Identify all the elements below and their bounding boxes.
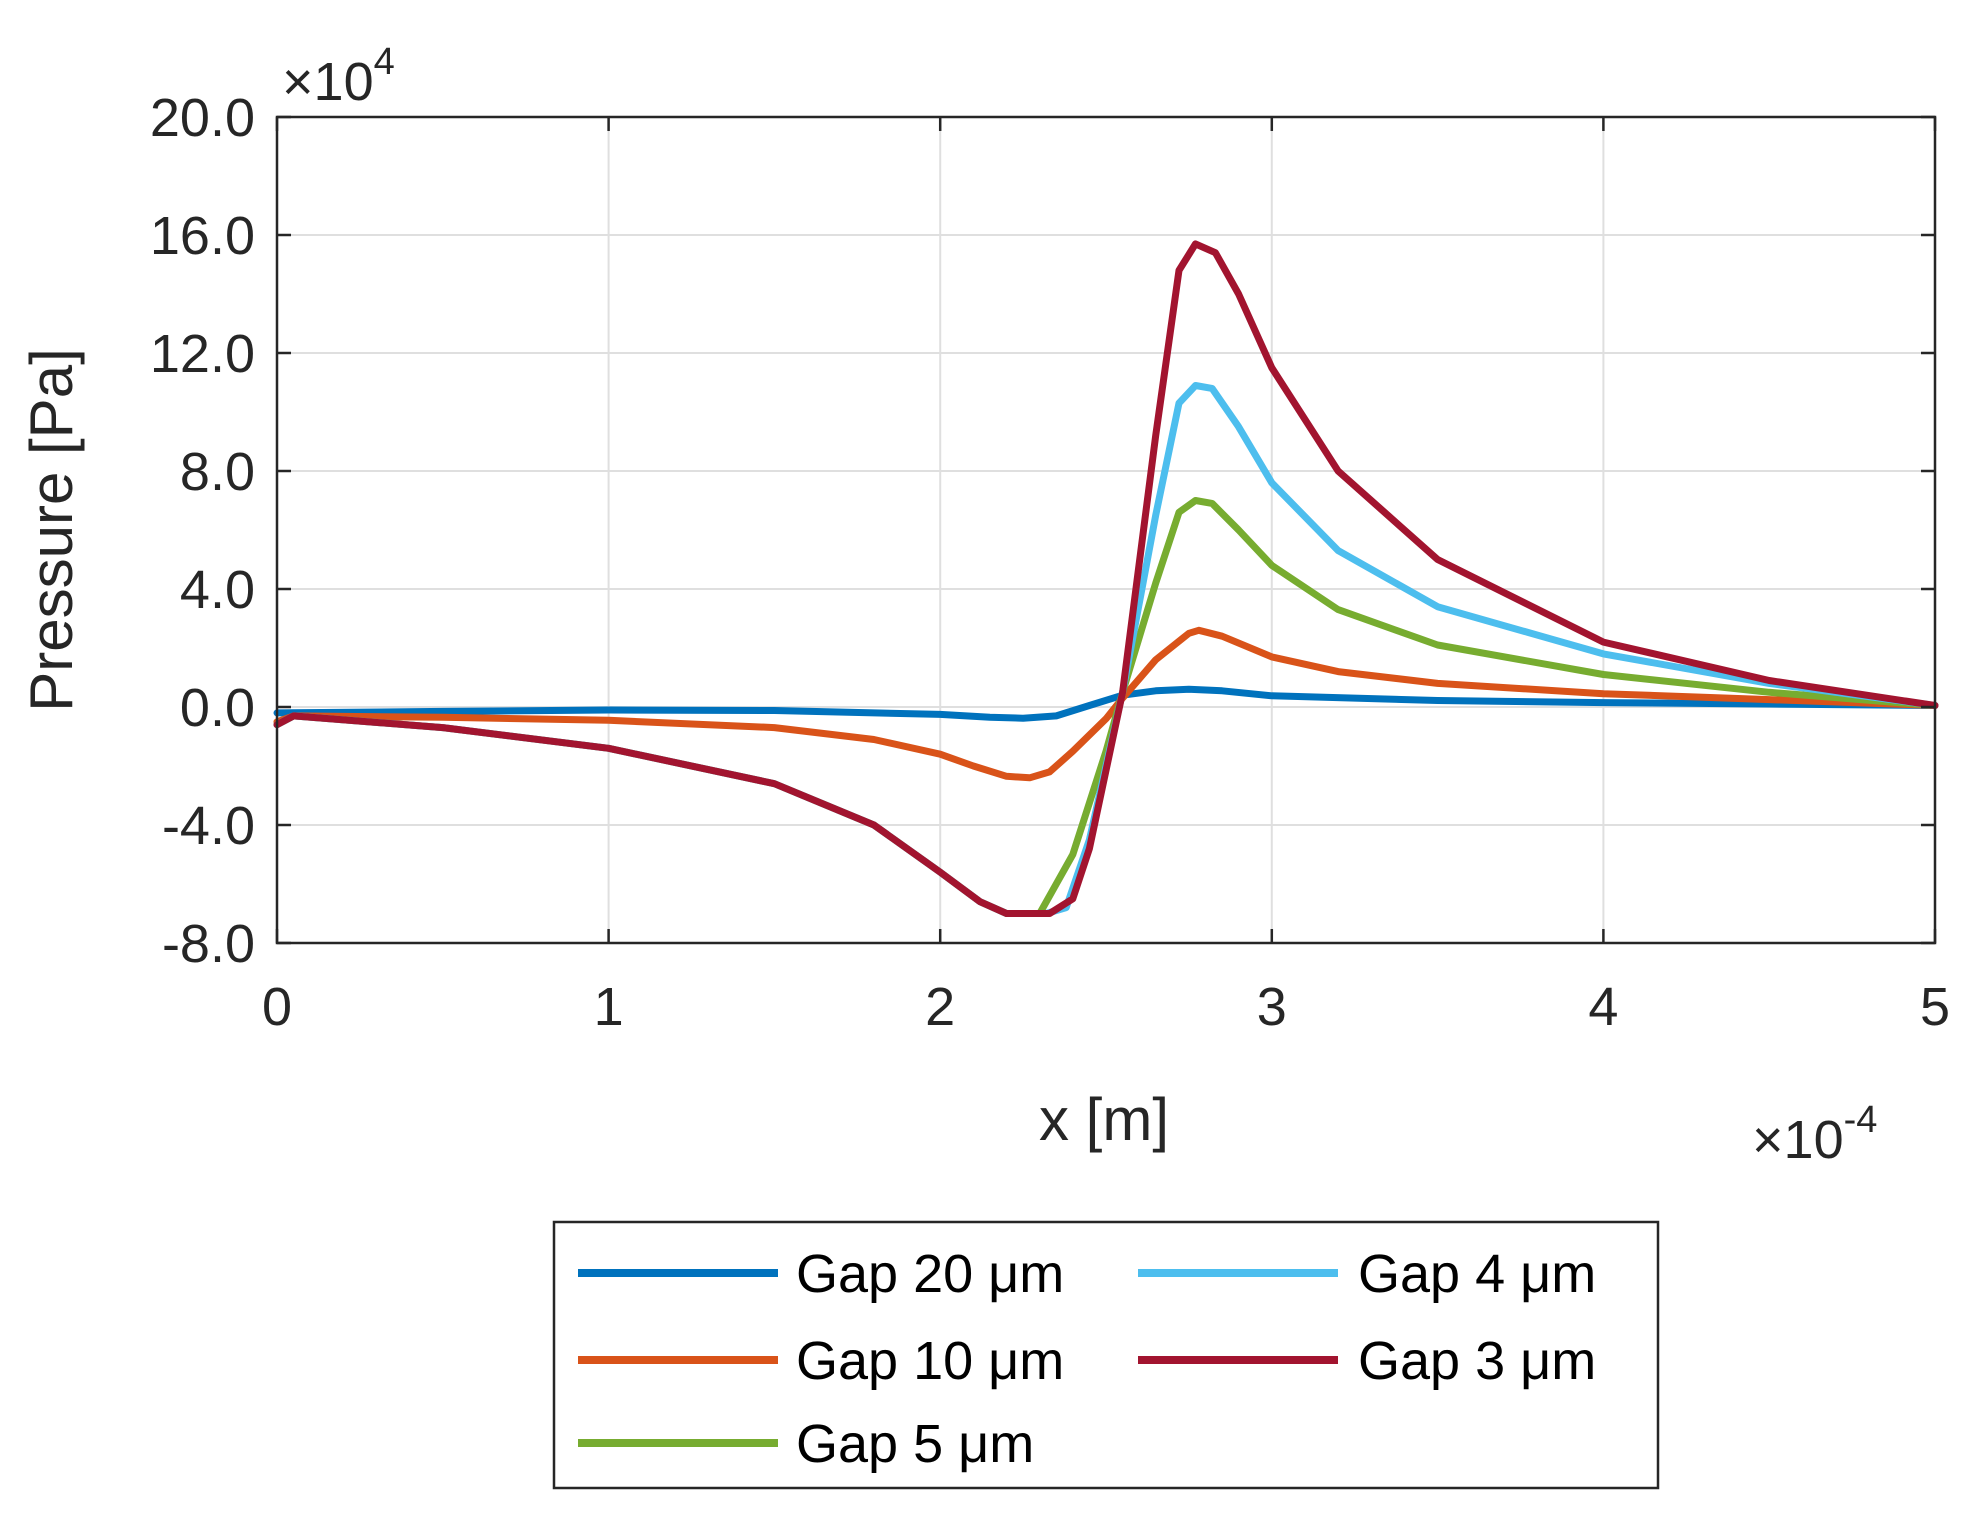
y-tick-label: -8.0	[162, 914, 255, 974]
series-line-1	[273, 626, 1939, 782]
legend-label-gap-5: Gap 5 μm	[796, 1414, 1034, 1474]
y-tick-label: 4.0	[180, 560, 255, 620]
x-exponent-base: ×10	[1752, 1110, 1844, 1170]
y-tick-label: 16.0	[150, 206, 255, 266]
x-tick-label: 1	[594, 977, 624, 1037]
plot-frame	[275, 115, 1937, 945]
y-exponent-label: ×104	[282, 41, 395, 112]
legend: Gap 20 μm Gap 4 μm Gap 10 μm Gap 3 μm Ga…	[552, 1220, 1660, 1490]
y-tick-label: 0.0	[180, 678, 255, 738]
y-tick-label: 12.0	[150, 324, 255, 384]
x-tick-label: 0	[262, 977, 292, 1037]
axis-ticks	[275, 115, 1937, 945]
svg-text:×104: ×104	[282, 41, 395, 112]
x-tick-label: 3	[1257, 977, 1287, 1037]
x-tick-label: 5	[1920, 977, 1950, 1037]
x-tick-label: 2	[925, 977, 955, 1037]
x-axis-label: x [m]	[1039, 1086, 1169, 1153]
x-tick-label: 4	[1588, 977, 1618, 1037]
series-line-4	[273, 240, 1939, 917]
x-exponent-power: -4	[1844, 1099, 1878, 1141]
y-exponent-power: 4	[374, 41, 395, 83]
legend-label-gap-20: Gap 20 μm	[796, 1244, 1064, 1304]
axis-tick-labels: 0 1 2 3 4 5 -8.0 -4.0 0.0 4.0 8.0 12.0 16.0 20.0	[150, 88, 1950, 1037]
x-exponent-label: ×10-4	[1752, 1099, 1877, 1170]
legend-label-gap-10: Gap 10 μm	[796, 1331, 1064, 1391]
y-axis-label: Pressure [Pa]	[18, 348, 85, 712]
series-line-0	[273, 685, 1939, 722]
y-tick-label: -4.0	[162, 796, 255, 856]
svg-text:×10-4: ×10-4	[1752, 1099, 1877, 1170]
y-tick-label: 20.0	[150, 88, 255, 148]
legend-label-gap-4: Gap 4 μm	[1358, 1244, 1596, 1304]
legend-label-gap-3: Gap 3 μm	[1358, 1331, 1596, 1391]
data-series	[273, 240, 1939, 917]
y-exponent-base: ×10	[282, 52, 374, 112]
y-tick-label: 8.0	[180, 442, 255, 502]
